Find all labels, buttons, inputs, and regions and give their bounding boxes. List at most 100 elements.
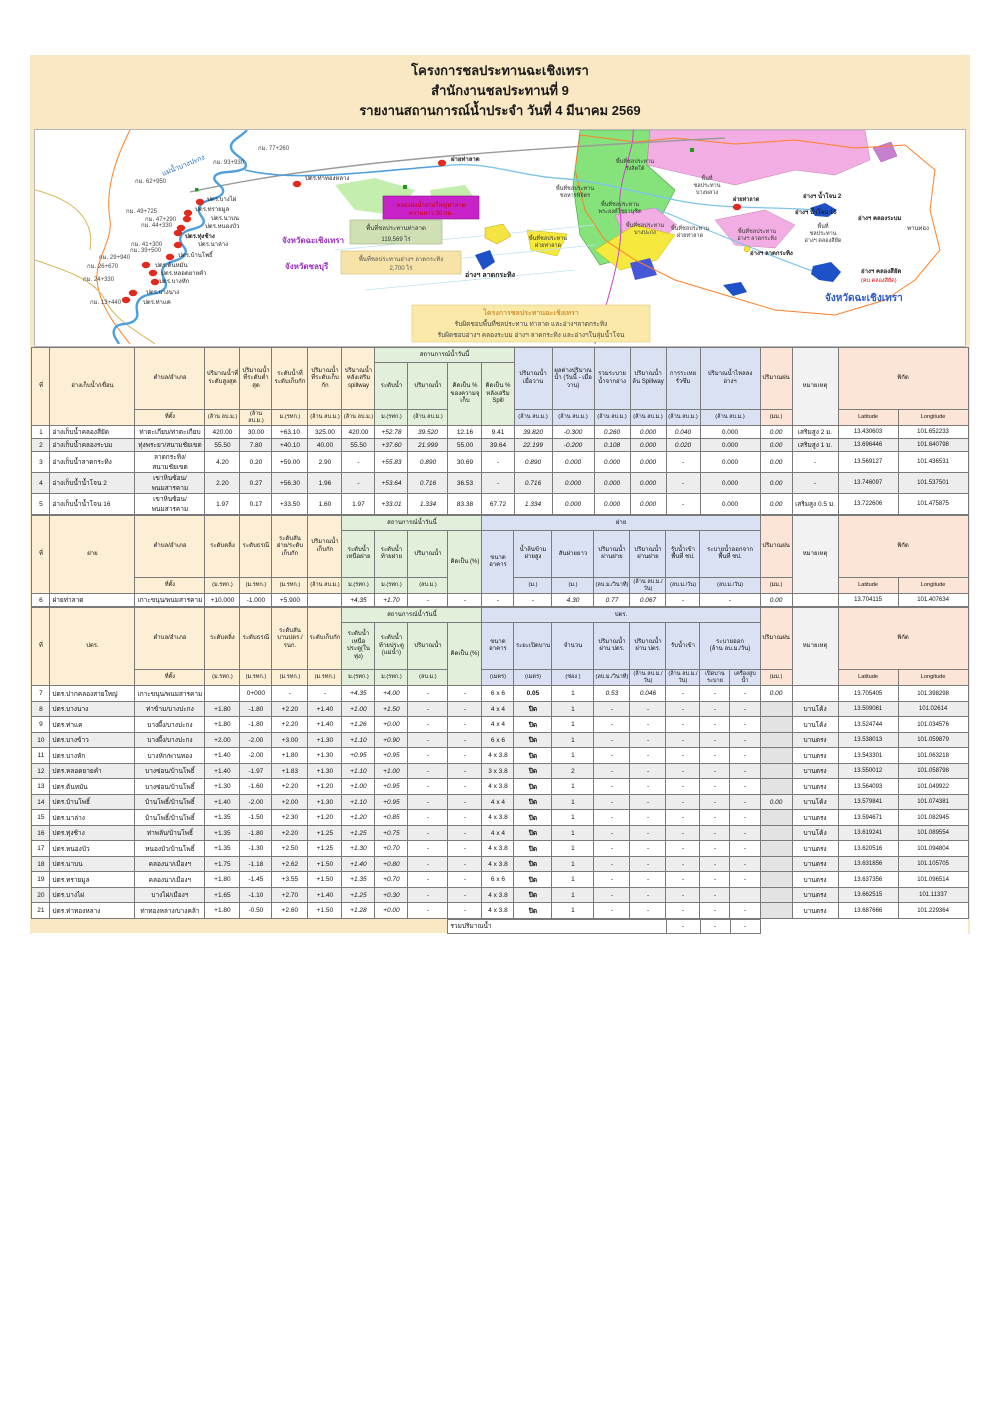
gate-table: ที่ ปตร. ตำบล/อำเภอ ระดับตลิ่ง ระดับธรณี… xyxy=(31,607,969,919)
col-upstream: ระดับน้ำเหนือประตู(ในทุ่ง) xyxy=(341,622,376,671)
group-coord: พิกัด xyxy=(837,607,969,671)
table-row: 15 ปตร.นาล่าง บ้านโพธิ์/บ้านโพธิ์ +1.35 -1.5… xyxy=(31,809,969,826)
col-yesterday: ปริมาณน้ำเมื่อวาน xyxy=(513,347,553,411)
station-dot xyxy=(437,160,447,167)
col-rain: ปริมาณฝน xyxy=(759,515,793,579)
col-no: ที่ xyxy=(31,607,51,687)
col-outpump: เครื่องสูบน้ำ xyxy=(729,669,761,687)
reservoir-table-header: ที่ อ่างเก็บน้ำ/เขื่อน ตำบล/อำเภอ ปริมาณ… xyxy=(31,347,969,427)
table-row: 6 ฝายท่าลาด เกาะขนุน/พนมสารคาม +10.000 -1.00… xyxy=(31,593,969,608)
reservoir-table-body: 1 อ่างเก็บน้ำคลองสียัด ท่าตะเกียบ/ท่าตะเกี… xyxy=(31,425,969,516)
canal-line xyxy=(441,164,738,209)
map-label: ชลประทาน xyxy=(810,230,837,237)
map-label: อ่างฯ คลองระบม xyxy=(858,215,901,222)
table-row: 19 ปตร.ทรายมูล คลองนา/เมืองฯ +1.80 -1.45 +3.5… xyxy=(31,871,969,888)
col-flow-mcmd: ปริมาณน้ำผ่านฝาย xyxy=(629,530,667,579)
col-sill: ระดับธรณี xyxy=(239,607,273,671)
col-rain: ปริมาณฝน xyxy=(759,607,793,671)
canal-line xyxy=(736,206,818,212)
total-outgate: - xyxy=(699,918,731,934)
col-no: ที่ xyxy=(31,515,51,595)
col-pct-spill: คิดเป็น % หลังเสริม Spill xyxy=(481,362,515,427)
province-boundary xyxy=(96,130,131,345)
map-label: ปตร.บางไผ่ xyxy=(207,195,237,203)
map-label: ปตร.หนองบัว xyxy=(205,223,239,230)
map-label: พื้นที่ชลประทาน xyxy=(556,184,594,192)
col-gate: ปตร. xyxy=(49,607,136,687)
table-row: 3 อ่างเก็บน้ำลาดกระทิง ลาดกระทิง/สนามชัยเข… xyxy=(31,451,969,474)
map-region-pink-east xyxy=(714,210,796,249)
river-branch xyxy=(244,165,443,177)
col-intake: รับน้ำเข้าพื้นที่ ชป. xyxy=(665,530,701,579)
total-outpump: - xyxy=(729,918,761,934)
col-flow-cms: ปริมาณน้ำผ่านฝาย xyxy=(593,530,631,579)
col-level: ระดับน้ำ xyxy=(374,362,409,411)
col-area: ตำบล/อำเภอ xyxy=(134,347,206,411)
office-title: สำนักงานชลประทานที่ 9 xyxy=(431,83,569,99)
col-reservoir: อ่างเก็บน้ำ/เขื่อน xyxy=(49,347,136,427)
province-boundary-east xyxy=(574,134,941,316)
group-coord: พิกัด xyxy=(837,515,969,579)
col-latitude: Latitude xyxy=(837,669,899,687)
total-volume-label: รวมปริมาณน้ำ xyxy=(447,918,667,934)
map-label: พื้นที่ชลประทาน xyxy=(616,157,654,165)
station-dot xyxy=(183,210,193,217)
station-dot xyxy=(165,254,175,261)
col-minvol: ปริมาณน้ำที่ระดับต่ำสุด xyxy=(239,347,273,411)
map-label: กม. 62+950 xyxy=(135,179,167,185)
project-title: โครงการชลประทานฉะเชิงเทรา xyxy=(411,63,589,78)
map-label: รับผิดชอบพื้นที่ชลประทาน ท่าลาด และอ่างฯ… xyxy=(455,319,608,328)
col-overflow: น้ำล้นข้ามฝายสูง xyxy=(513,530,553,579)
map-label: ปตร.ทรายมูล xyxy=(195,206,230,213)
lake-small xyxy=(723,282,747,297)
col-latitude: Latitude xyxy=(837,409,899,427)
weir-table-header: ที่ ฝาย ตำบล/อำเภอ ระดับตลิ่ง ระดับธรณี … xyxy=(31,515,969,595)
col-retlevel: ระดับน้ำที่ระดับเก็บกัก xyxy=(271,347,309,411)
map-label: (คบ.คลองสียัด) xyxy=(861,277,897,284)
table-row: 12 ปตร.หลอดยายคำ บางซ่อน/บ้านโพธิ์ +1.40 -1.… xyxy=(31,762,969,780)
col-count: จำนวน xyxy=(551,622,595,671)
road-line xyxy=(35,259,156,345)
col-location: ที่ตั้ง xyxy=(134,409,206,427)
group-today: สถานการณ์น้ำวันนี้ xyxy=(341,607,483,624)
marker-square xyxy=(403,185,407,190)
map-label: ปตร.บางนาง xyxy=(146,289,179,296)
table-row: 21 ปตร.ท่าทองหลาง ท่าทองหลาง/บางคล้า +1.80-… xyxy=(31,902,969,919)
map-label: รังสิตใต้ xyxy=(626,165,645,172)
station-dot xyxy=(141,262,151,269)
map-label: คลองส่งน้ำสายใหญ่ท่าลาด xyxy=(396,199,465,209)
map-label: พื้นที่ชลประทานอ่างฯ ลาดกระทิง xyxy=(359,253,443,263)
table-row: 10 ปตร.บางข้าว บางผึ้ง/บางปะกง +2.00 -2.00 +3… xyxy=(31,731,969,749)
col-diff: ผลต่างปริมาณน้ำ (วันนี้ - เมื่อวาน) xyxy=(551,347,595,411)
col-location: ที่ตั้ง xyxy=(134,669,206,687)
map-label: จังหวัดฉะเชิงเทรา xyxy=(282,236,344,245)
col-retlevel: ระดับเก็บกัก xyxy=(307,607,343,671)
area-info-box-talat xyxy=(349,220,443,245)
table-row: 5 อ่างเก็บน้ำน้ำโจน 16 เขาหินซ้อน/พนมสารคา… xyxy=(31,493,969,516)
bang-pakong-river xyxy=(112,130,248,345)
col-location: ที่ตั้ง xyxy=(134,577,206,595)
table-row: 11 ปตร.บางหัก บางหัก/พานทอง +1.40 -2.00 +1.80… xyxy=(31,747,969,764)
table-row: 2 อ่างเก็บน้ำคลองระบม ทุ่งพระยา/สนามชัยเขต… xyxy=(31,438,969,453)
station-dot xyxy=(121,297,131,304)
table-row: 14 ปตร.บ้านโพธิ์ บ้านโพธิ์/บ้านโพธิ์ +1.40-… xyxy=(31,793,969,811)
group-today: สถานการณ์น้ำวันนี้ xyxy=(341,515,483,532)
col-no: ที่ xyxy=(31,347,51,427)
col-inflow: ปริมาณน้ำไหลลงอ่างฯ xyxy=(699,347,761,411)
canal-line xyxy=(654,207,816,273)
map-label: อ่างฯ ลาดกระทิง xyxy=(750,249,793,257)
marker-square xyxy=(195,188,199,192)
map-label: พื้นที่ชลประทาน xyxy=(529,234,567,242)
total-intake: - xyxy=(665,918,701,934)
col-pct: คิดเป็น (%) xyxy=(447,530,483,595)
col-gatetop: ระดับสันบานปตร./รนก. xyxy=(271,607,309,671)
map-label: ฝายท่าลาด xyxy=(677,232,704,239)
map-label: 2,700 ไร่ xyxy=(390,264,414,272)
col-flow-mcmd: ปริมาณน้ำผ่าน ปตร. xyxy=(629,622,667,671)
map-label: ชลประทาน xyxy=(694,182,721,189)
col-vol: ปริมาณน้ำ xyxy=(407,362,449,411)
map-label: ฝายท่าลาด xyxy=(733,195,760,203)
map-label: บางพลวง xyxy=(696,190,718,196)
station-dot xyxy=(150,279,160,286)
